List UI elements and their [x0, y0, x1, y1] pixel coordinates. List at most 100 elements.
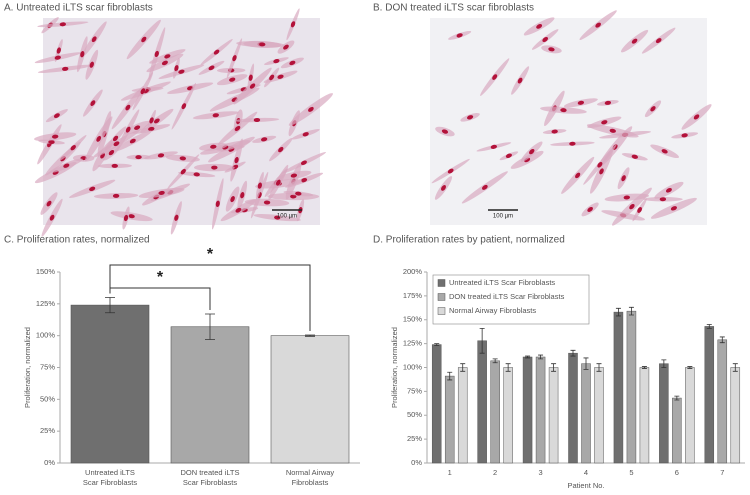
nucleus [560, 108, 567, 113]
error-bar [434, 343, 440, 346]
nucleus [46, 200, 52, 207]
nucleus [456, 33, 463, 38]
x-tick-label: 7 [720, 468, 724, 477]
error-bar [732, 363, 738, 372]
x-tick-label: 4 [584, 468, 588, 477]
nucleus [208, 65, 215, 71]
nucleus [141, 36, 147, 43]
nucleus [302, 132, 309, 137]
nucleus [63, 163, 70, 168]
nucleus [631, 38, 638, 44]
y-tick-label: 75% [407, 386, 422, 395]
nucleus [274, 215, 281, 220]
error-bar [661, 359, 667, 368]
nucleus [505, 153, 512, 158]
y-tick-label: 50% [407, 410, 422, 419]
y-tick-label: 175% [403, 291, 423, 300]
nucleus [621, 175, 626, 182]
nucleus [129, 138, 136, 144]
error-bar [525, 355, 531, 359]
nucleus [441, 129, 449, 134]
error-bar [628, 306, 634, 316]
legend-swatch [437, 307, 446, 315]
nucleus [125, 104, 131, 111]
nucleus [154, 118, 160, 124]
nucleus [59, 22, 67, 27]
y-tick-label: 125% [36, 299, 56, 308]
nucleus [53, 113, 60, 118]
nucleus [128, 214, 135, 219]
nucleus [249, 83, 256, 89]
nucleus [91, 36, 97, 43]
nucleus [300, 160, 307, 166]
y-tick-label: 50% [40, 394, 55, 403]
nucleus [289, 60, 296, 66]
x-tick-label: DON treated iLTS Scar Fibroblasts [180, 468, 239, 487]
nucleus [273, 58, 280, 64]
nucleus [587, 206, 593, 212]
error-bar [492, 358, 498, 364]
nucleus [54, 55, 61, 60]
error-bar [505, 363, 511, 372]
nucleus [447, 168, 454, 174]
nucleus [276, 179, 281, 186]
nucleus [517, 77, 523, 84]
nucleus [193, 172, 200, 177]
nucleus [290, 21, 296, 28]
error-bar [615, 307, 621, 317]
nucleus [56, 47, 61, 54]
nucleus [62, 66, 69, 71]
bar [431, 344, 442, 464]
nucleus [90, 100, 96, 106]
nucleus [631, 154, 638, 159]
bar [522, 356, 533, 464]
bar [685, 367, 695, 464]
bar [568, 352, 578, 464]
y-tick-label: 150% [403, 315, 423, 324]
nucleus [235, 207, 242, 213]
nucleus [575, 172, 581, 179]
nucleus [96, 135, 102, 142]
y-tick-label: 75% [40, 362, 55, 371]
y-axis-label: Proliferation, normalized [390, 327, 399, 408]
bar [717, 339, 728, 464]
nucleus [259, 42, 266, 47]
error-bar [687, 366, 693, 369]
bar [613, 311, 624, 464]
nucleus [661, 149, 668, 154]
nucleus [257, 182, 262, 189]
nucleus [80, 51, 85, 58]
nucleus [125, 126, 131, 133]
error-bar [105, 297, 115, 314]
nucleus [548, 47, 555, 52]
y-tick-label: 200% [403, 267, 423, 276]
nucleus [108, 150, 115, 156]
bar [457, 367, 468, 464]
nucleus [481, 184, 488, 190]
nucleus [597, 161, 603, 168]
nucleus [655, 38, 662, 44]
nucleus [693, 114, 700, 120]
nucleus [599, 168, 604, 175]
nucleus [52, 134, 59, 139]
error-bar [674, 395, 680, 401]
nucleus [551, 129, 558, 134]
bar [170, 326, 250, 464]
nucleus [181, 103, 187, 110]
nucleus [609, 128, 616, 133]
error-bar [596, 363, 602, 372]
bar [626, 310, 637, 464]
nucleus [232, 55, 237, 62]
nucleus [112, 193, 120, 198]
nucleus [650, 106, 656, 112]
nucleus [623, 195, 630, 200]
bar [70, 304, 150, 464]
nucleus [210, 144, 217, 149]
y-tick-label: 25% [407, 434, 422, 443]
bar [594, 367, 604, 464]
nucleus [212, 113, 219, 118]
x-tick-label: 3 [538, 468, 542, 477]
error-bar [479, 327, 485, 354]
nucleus [290, 194, 297, 199]
panel-title: B. DON treated iLTS scar fibroblasts [373, 3, 534, 14]
